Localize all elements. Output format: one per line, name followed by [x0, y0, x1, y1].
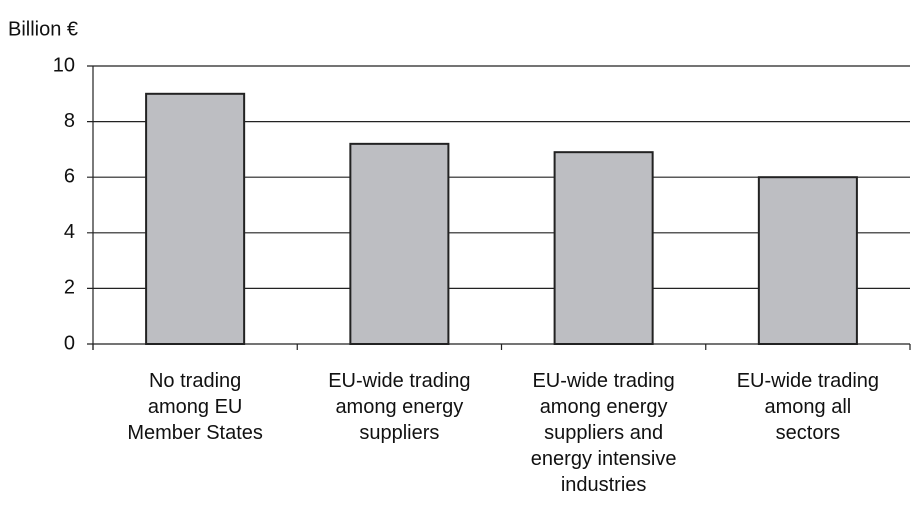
x-tick-label-line: EU-wide trading	[532, 370, 674, 392]
x-tick-label-line: energy intensive	[531, 448, 677, 470]
x-tick-label-line: among all	[765, 396, 852, 418]
y-tick-label: 0	[64, 332, 75, 354]
x-tick-label-line: No trading	[149, 370, 241, 392]
x-tick-label-line: EU-wide trading	[737, 370, 879, 392]
bar	[553, 151, 654, 345]
x-tick-label-line: among EU	[148, 396, 243, 418]
x-tick-label-line: EU-wide trading	[328, 370, 470, 392]
x-tick-label-line: industries	[561, 474, 647, 496]
x-tick-label-line: suppliers and	[544, 422, 663, 444]
y-tick-label: 8	[64, 110, 75, 132]
y-tick-label: 4	[64, 221, 75, 243]
x-tick-label: No trading among EU Member States	[127, 370, 263, 444]
x-tick-label-line: suppliers	[359, 422, 439, 444]
x-tick-label-line: among energy	[335, 396, 463, 418]
y-axis-label: Billion €	[8, 18, 78, 40]
bar	[145, 92, 246, 345]
bar	[757, 176, 858, 345]
bar	[349, 142, 450, 345]
x-tick-label: EU-wide trading among all sectors	[737, 370, 879, 444]
y-tick-label: 2	[64, 277, 75, 299]
y-tick-label: 10	[53, 54, 75, 76]
x-tick-label-line: among energy	[540, 396, 668, 418]
y-tick-label: 6	[64, 165, 75, 187]
x-tick-label: EU-wide trading among energy suppliers	[328, 370, 470, 444]
x-tick-label-line: sectors	[776, 422, 840, 444]
x-tick-label: EU-wide trading among energy suppliers and…	[531, 370, 677, 496]
x-tick-label-line: Member States	[127, 422, 263, 444]
